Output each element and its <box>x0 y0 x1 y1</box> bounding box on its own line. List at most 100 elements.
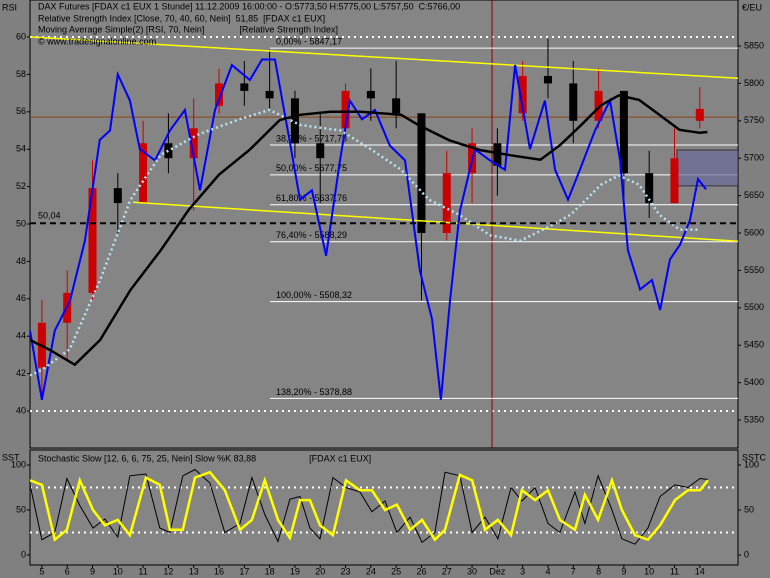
legend-entry: Stochastic Slow [12, 6, 6, 75, 25, Nein]… <box>38 453 256 463</box>
series-line <box>30 468 708 545</box>
y2-axis-label: SSTC <box>742 452 767 462</box>
x-tick-label: 8 <box>596 566 601 576</box>
y-tick-label: 60 <box>16 31 26 41</box>
x-tick-label: 10 <box>644 566 654 576</box>
y-tick-label: 100 <box>11 459 26 469</box>
y2-tick-label: 5700 <box>744 153 764 163</box>
y-tick-label: 54 <box>16 144 26 154</box>
x-tick-label: 17 <box>239 566 249 576</box>
x-tick-label: Dez <box>489 566 506 576</box>
candle-body <box>240 83 249 91</box>
y2-tick-label: 5450 <box>744 340 764 350</box>
x-tick-label: 18 <box>265 566 275 576</box>
x-tick-label: 3 <box>520 566 525 576</box>
trendline <box>132 201 738 242</box>
y2-tick-label: 100 <box>744 459 759 469</box>
candle-body <box>670 158 679 204</box>
series-line <box>30 470 709 542</box>
x-tick-label: 11 <box>138 566 147 576</box>
candle-body <box>392 98 401 114</box>
candle-body <box>594 90 603 121</box>
fib-label: 76,40% - 5588,29 <box>276 230 347 240</box>
y2-tick-label: 5550 <box>744 265 764 275</box>
y-tick-label: 46 <box>16 293 26 303</box>
candle-body <box>619 90 628 174</box>
y2-tick-label: 5650 <box>744 190 764 200</box>
y-tick-label: 52 <box>16 181 26 191</box>
legend-entry: Relative Strength Index [Close, 70, 40, … <box>38 13 231 23</box>
x-tick-label: 25 <box>391 566 401 576</box>
legend-source: [FDAX c1 EUX] <box>309 453 371 463</box>
x-tick-label: 27 <box>442 566 452 576</box>
candle-body <box>164 143 173 159</box>
candle-body <box>341 90 350 129</box>
y2-axis-label: €/EU <box>742 2 762 12</box>
x-tick-label: 26 <box>416 566 426 576</box>
candle-body <box>316 143 325 159</box>
candle-body <box>215 83 224 106</box>
series-line <box>30 108 700 377</box>
candle-body <box>290 98 299 144</box>
legend-source: [Relative Strength Index] <box>239 24 338 34</box>
candle-body <box>417 113 426 234</box>
y-tick-label: 58 <box>16 69 26 79</box>
candle-body <box>645 173 654 204</box>
candle-body <box>366 90 375 99</box>
x-tick-label: 13 <box>189 566 199 576</box>
x-tick-label: 4 <box>545 566 550 576</box>
x-tick-label: 11 <box>670 566 679 576</box>
y-tick-label: 56 <box>16 106 26 116</box>
candle-body <box>695 108 704 121</box>
y-tick-label: 42 <box>16 368 26 378</box>
series-line <box>30 94 708 367</box>
x-tick-label: 16 <box>214 566 224 576</box>
x-tick-label: 24 <box>366 566 376 576</box>
x-tick-label: 30 <box>467 566 477 576</box>
y2-tick-label: 5400 <box>744 377 764 387</box>
candle-body <box>88 188 97 293</box>
y-tick-label: 44 <box>16 331 26 341</box>
x-tick-label: 14 <box>695 566 705 576</box>
watermark: © www.tradesignalonline.com <box>38 36 156 46</box>
fib-label: 38,20% - 5717,73 <box>276 133 347 143</box>
zone <box>676 149 738 187</box>
x-tick-label: 9 <box>90 566 95 576</box>
x-tick-label: 19 <box>290 566 300 576</box>
candle-body <box>442 173 451 234</box>
trendline <box>30 36 738 79</box>
y-tick-label: 50 <box>16 218 26 228</box>
y-tick-label: 50 <box>16 504 26 514</box>
y2-tick-label: 50 <box>744 504 754 514</box>
legend-entry: Moving Average Simple(2) [RSI, 70, Nein] <box>38 24 204 34</box>
y2-tick-label: 5350 <box>744 414 764 424</box>
fib-label: 61,80% - 5637,76 <box>276 193 347 203</box>
candle-body <box>265 90 274 99</box>
y-tick-label: 0 <box>21 549 26 559</box>
series-line <box>30 58 707 400</box>
x-tick-label: 9 <box>621 566 626 576</box>
candle-body <box>518 75 527 114</box>
x-tick-label: 23 <box>341 566 351 576</box>
y2-tick-label: 5500 <box>744 302 764 312</box>
legend-value: 51,85 <box>236 13 259 23</box>
header-symbol: DAX Futures [FDAX c1 EUX 1 Stunde] 11.12… <box>38 1 414 11</box>
candle-body <box>113 188 122 204</box>
y2-tick-label: 5800 <box>744 78 764 88</box>
y2-tick-label: 5850 <box>744 40 764 50</box>
x-tick-label: 5 <box>39 566 44 576</box>
fib-label: 100,00% - 5508,32 <box>276 290 352 300</box>
candle-body <box>189 128 198 159</box>
x-tick-label: 12 <box>163 566 173 576</box>
fib-label: 138,20% - 5378,88 <box>276 387 352 397</box>
header-close: C:5766,00 <box>419 1 461 11</box>
y2-tick-label: 5750 <box>744 115 764 125</box>
candle-body <box>569 83 578 121</box>
midline-label: 50,04 <box>38 211 61 221</box>
y-axis-label: SST <box>2 452 20 462</box>
y2-tick-label: 5600 <box>744 227 764 237</box>
x-tick-label: 6 <box>65 566 70 576</box>
fib-label: 0,00% - 5847,17 <box>276 36 342 46</box>
legend-source: [FDAX c1 EUX] <box>263 13 325 23</box>
